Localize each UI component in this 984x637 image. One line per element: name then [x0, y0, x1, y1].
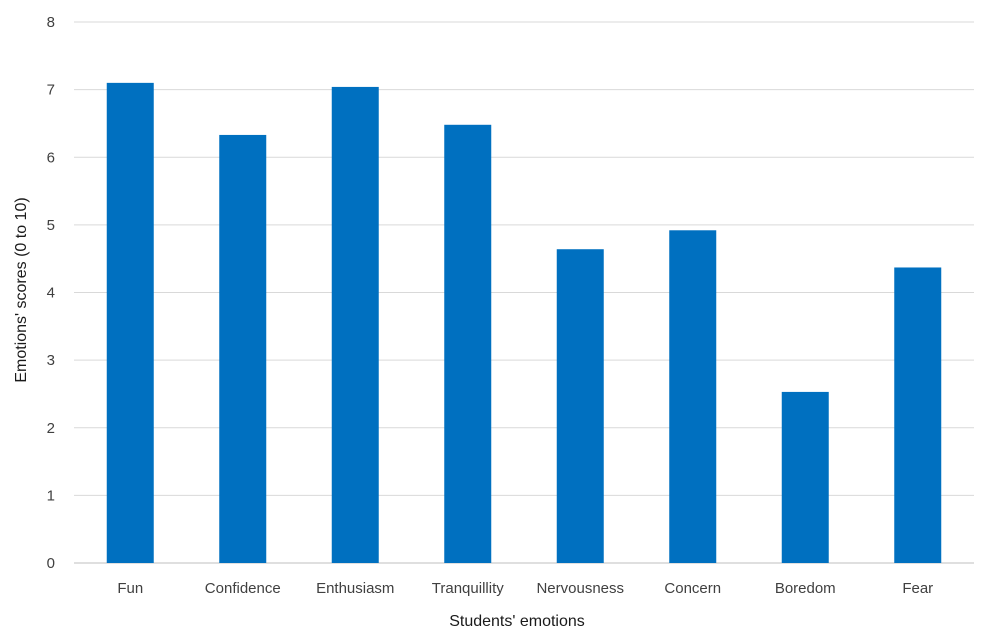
- gridlines: [74, 21, 974, 564]
- x-tick-label: Nervousness: [536, 580, 624, 597]
- x-tick-label: Enthusiasm: [316, 580, 394, 597]
- y-tick-label: 7: [47, 82, 55, 99]
- x-tick-label: Concern: [664, 580, 721, 597]
- bar-tranquillity: [444, 124, 492, 563]
- bar-fear: [894, 267, 942, 563]
- x-tick-label: Fear: [902, 580, 933, 597]
- y-tick-label: 3: [47, 352, 55, 369]
- y-tick-label: 8: [47, 14, 55, 31]
- bar-concern: [669, 230, 717, 563]
- x-tick-labels: Fun Confidence Enthusiasm Tranquillity Nervo…: [117, 580, 933, 597]
- x-tick-label: Tranquillity: [432, 580, 504, 597]
- bar-fun: [106, 82, 154, 564]
- x-tick-label: Confidence: [205, 580, 281, 597]
- x-tick-label: Boredom: [775, 580, 836, 597]
- y-axis-title: Emotions' scores (0 to 10): [13, 197, 30, 382]
- x-axis-title: Students' emotions: [449, 613, 585, 630]
- y-tick-labels: 0 1 2 3 4 5 6 7 8: [47, 14, 55, 572]
- y-tick-label: 4: [47, 285, 55, 302]
- y-tick-label: 5: [47, 217, 55, 234]
- bars: [106, 82, 942, 564]
- bar-enthusiasm: [331, 86, 379, 564]
- y-tick-label: 0: [47, 555, 55, 572]
- y-tick-label: 6: [47, 149, 55, 166]
- bar-boredom: [781, 391, 829, 563]
- bar-nervousness: [556, 249, 604, 563]
- y-tick-label: 1: [47, 487, 55, 504]
- y-tick-label: 2: [47, 420, 55, 437]
- bar-confidence: [219, 134, 267, 563]
- x-tick-label: Fun: [117, 580, 143, 597]
